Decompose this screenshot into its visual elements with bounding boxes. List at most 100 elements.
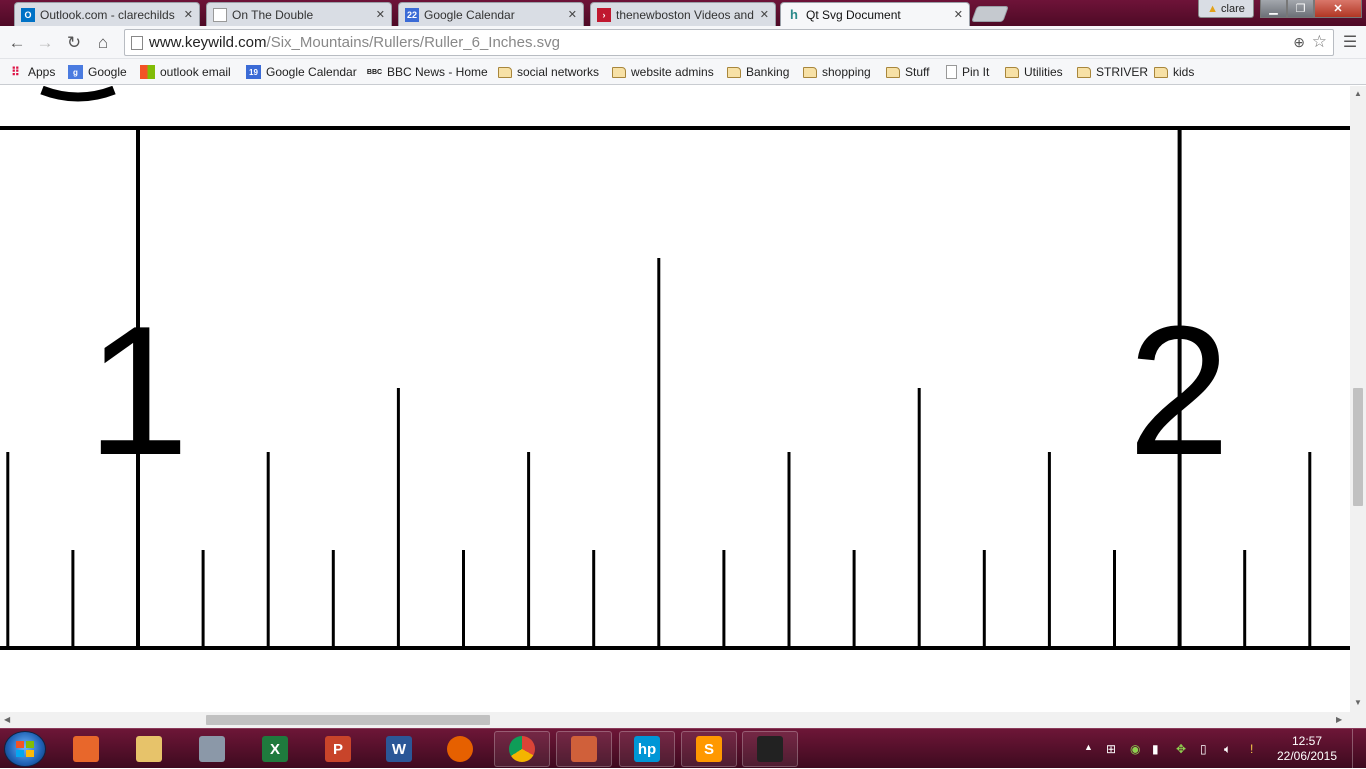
back-button[interactable]: ← bbox=[6, 32, 28, 54]
address-bar[interactable]: www.keywild.com/Six_Mountains/Rullers/Ru… bbox=[124, 29, 1334, 56]
taskbar-app-button[interactable]: S bbox=[681, 731, 737, 767]
bookmark-label: shopping bbox=[822, 65, 871, 79]
home-button[interactable]: ⌂ bbox=[92, 32, 114, 54]
apps-grid-icon: ⠿ bbox=[11, 65, 20, 79]
thenewboston-icon: › bbox=[597, 7, 611, 22]
bookmark-folder-shopping[interactable]: shopping bbox=[803, 62, 871, 82]
scroll-up-icon[interactable]: ▲ bbox=[1354, 89, 1362, 98]
reload-button[interactable]: ↻ bbox=[63, 32, 85, 54]
network-status-icon[interactable]: ◉ bbox=[1130, 742, 1141, 756]
sublime-text-icon: S bbox=[696, 736, 722, 762]
restore-button[interactable]: ❐ bbox=[1287, 0, 1314, 18]
tab-on-the-double[interactable]: On The Double ✕ bbox=[206, 2, 392, 26]
close-window-button[interactable]: ✕ bbox=[1314, 0, 1362, 18]
bookmark-bbc-news[interactable]: BBC BBC News - Home bbox=[367, 62, 488, 82]
close-icon[interactable]: ✕ bbox=[953, 9, 963, 21]
home-icon: ⌂ bbox=[97, 33, 109, 52]
new-tab-button[interactable] bbox=[971, 6, 1009, 22]
hamburger-menu-icon: ☰ bbox=[1342, 34, 1358, 51]
taskbar-app-button[interactable] bbox=[432, 731, 488, 767]
close-icon[interactable]: ✕ bbox=[375, 9, 385, 21]
bookmark-folder-stuff[interactable]: Stuff bbox=[886, 62, 929, 82]
back-arrow-icon: ← bbox=[8, 33, 26, 52]
page-icon bbox=[131, 35, 143, 50]
bookmark-star-icon[interactable]: ☆ bbox=[1311, 32, 1327, 51]
inch-label-1: 1 bbox=[87, 287, 189, 493]
device-icon[interactable]: ▯ bbox=[1200, 742, 1207, 756]
bookmark-folder-social-networks[interactable]: social networks bbox=[498, 62, 599, 82]
folder-icon bbox=[1005, 66, 1019, 78]
browser-toolbar: ← → ↻ ⌂ www.keywild.com/Six_Mountains/Ru… bbox=[0, 26, 1366, 59]
powerpoint-icon: P bbox=[325, 736, 351, 762]
tab-outlook[interactable]: O Outlook.com - clarechilds ✕ bbox=[14, 2, 200, 26]
profile-button[interactable]: ▲ clare bbox=[1198, 0, 1254, 18]
bookmark-pin-it[interactable]: Pin It bbox=[946, 62, 989, 82]
inch-label-2: 2 bbox=[1128, 287, 1230, 493]
page-icon bbox=[213, 7, 227, 22]
outlook-icon: O bbox=[21, 7, 35, 22]
bookmark-folder-kids[interactable]: kids bbox=[1154, 62, 1194, 82]
folder-icon bbox=[1077, 66, 1091, 78]
bookmark-apps[interactable]: ⠿ Apps bbox=[8, 62, 55, 82]
scroll-right-icon[interactable]: ▶ bbox=[1336, 715, 1343, 724]
media-player-icon bbox=[73, 736, 99, 762]
bookmark-folder-striver[interactable]: STRIVER bbox=[1077, 62, 1148, 82]
scroll-left-icon[interactable]: ◀ bbox=[4, 715, 11, 724]
taskbar-app-button[interactable] bbox=[184, 731, 240, 767]
taskbar-app-button[interactable] bbox=[742, 731, 798, 767]
vertical-scrollbar[interactable]: ▲ ▼ bbox=[1350, 86, 1366, 712]
tab-qt-svg-document[interactable]: h Qt Svg Document ✕ bbox=[780, 2, 970, 26]
folder-icon bbox=[498, 66, 512, 78]
taskbar-app-button[interactable]: P bbox=[310, 731, 366, 767]
taskbar-app-button[interactable] bbox=[556, 731, 612, 767]
bookmark-folder-banking[interactable]: Banking bbox=[727, 62, 789, 82]
bookmark-folder-utilities[interactable]: Utilities bbox=[1005, 62, 1063, 82]
taskbar-app-button[interactable]: hp bbox=[619, 731, 675, 767]
google-icon: g bbox=[68, 65, 83, 79]
close-icon[interactable]: ✕ bbox=[183, 9, 193, 21]
taskbar-app-button[interactable]: W bbox=[371, 731, 427, 767]
clock-date: 22/06/2015 bbox=[1276, 749, 1338, 763]
bbc-icon: BBC bbox=[366, 68, 383, 76]
bookmark-label: Apps bbox=[28, 65, 56, 79]
close-icon[interactable]: ✕ bbox=[759, 9, 769, 21]
folder-icon bbox=[1154, 66, 1168, 78]
tab-label: Qt Svg Document bbox=[806, 7, 901, 22]
menu-button[interactable]: ☰ bbox=[1340, 32, 1360, 52]
horizontal-scrollbar[interactable]: ◀ ▶ bbox=[0, 712, 1350, 728]
scroll-down-icon[interactable]: ▼ bbox=[1354, 698, 1362, 707]
taskbar-app-button[interactable] bbox=[121, 731, 177, 767]
bookmark-outlook-email[interactable]: outlook email bbox=[140, 62, 231, 82]
taskbar-app-button[interactable]: X bbox=[247, 731, 303, 767]
restore-icon: ❐ bbox=[1295, 3, 1306, 15]
tab-label: thenewboston Videos and bbox=[616, 7, 754, 22]
horizontal-scroll-thumb[interactable] bbox=[206, 715, 490, 725]
start-button[interactable] bbox=[4, 731, 46, 767]
folder-icon bbox=[803, 66, 817, 78]
qt-icon: h bbox=[790, 7, 798, 22]
show-hidden-icons-icon[interactable]: ▲ bbox=[1084, 742, 1093, 752]
bookmark-label: Banking bbox=[746, 65, 790, 79]
signal-bars-icon[interactable]: ▮ bbox=[1152, 742, 1159, 756]
bookmark-folder-website-admins[interactable]: website admins bbox=[612, 62, 714, 82]
tab-google-calendar[interactable]: 22 Google Calendar ✕ bbox=[398, 2, 584, 26]
action-center-icon[interactable]: ! bbox=[1250, 742, 1254, 756]
taskbar-clock[interactable]: 12:57 22/06/2015 bbox=[1272, 734, 1342, 764]
taskbar-app-button[interactable] bbox=[494, 731, 550, 767]
volume-icon[interactable]: 🔈︎ bbox=[1224, 742, 1232, 756]
show-desktop-button[interactable] bbox=[1352, 729, 1366, 769]
tab-thenewboston[interactable]: › thenewboston Videos and ✕ bbox=[590, 2, 776, 26]
sync-icon[interactable]: ✥ bbox=[1176, 742, 1187, 756]
minimize-button[interactable]: ▁ bbox=[1260, 0, 1287, 18]
tab-label: Outlook.com - clarechilds bbox=[40, 7, 175, 22]
close-icon[interactable]: ✕ bbox=[567, 9, 577, 21]
zoom-icon[interactable]: ⊕ bbox=[1293, 34, 1305, 50]
folder-icon bbox=[886, 66, 900, 78]
bookmark-google[interactable]: g Google bbox=[68, 62, 127, 82]
windows-flag-icon[interactable]: ⊞ bbox=[1106, 742, 1117, 756]
minimize-icon: ▁ bbox=[1269, 3, 1278, 15]
taskbar-app-button[interactable] bbox=[58, 731, 114, 767]
vertical-scroll-thumb[interactable] bbox=[1353, 388, 1363, 506]
forward-button[interactable]: → bbox=[34, 32, 56, 54]
bookmark-google-calendar[interactable]: 19 Google Calendar bbox=[246, 62, 357, 82]
